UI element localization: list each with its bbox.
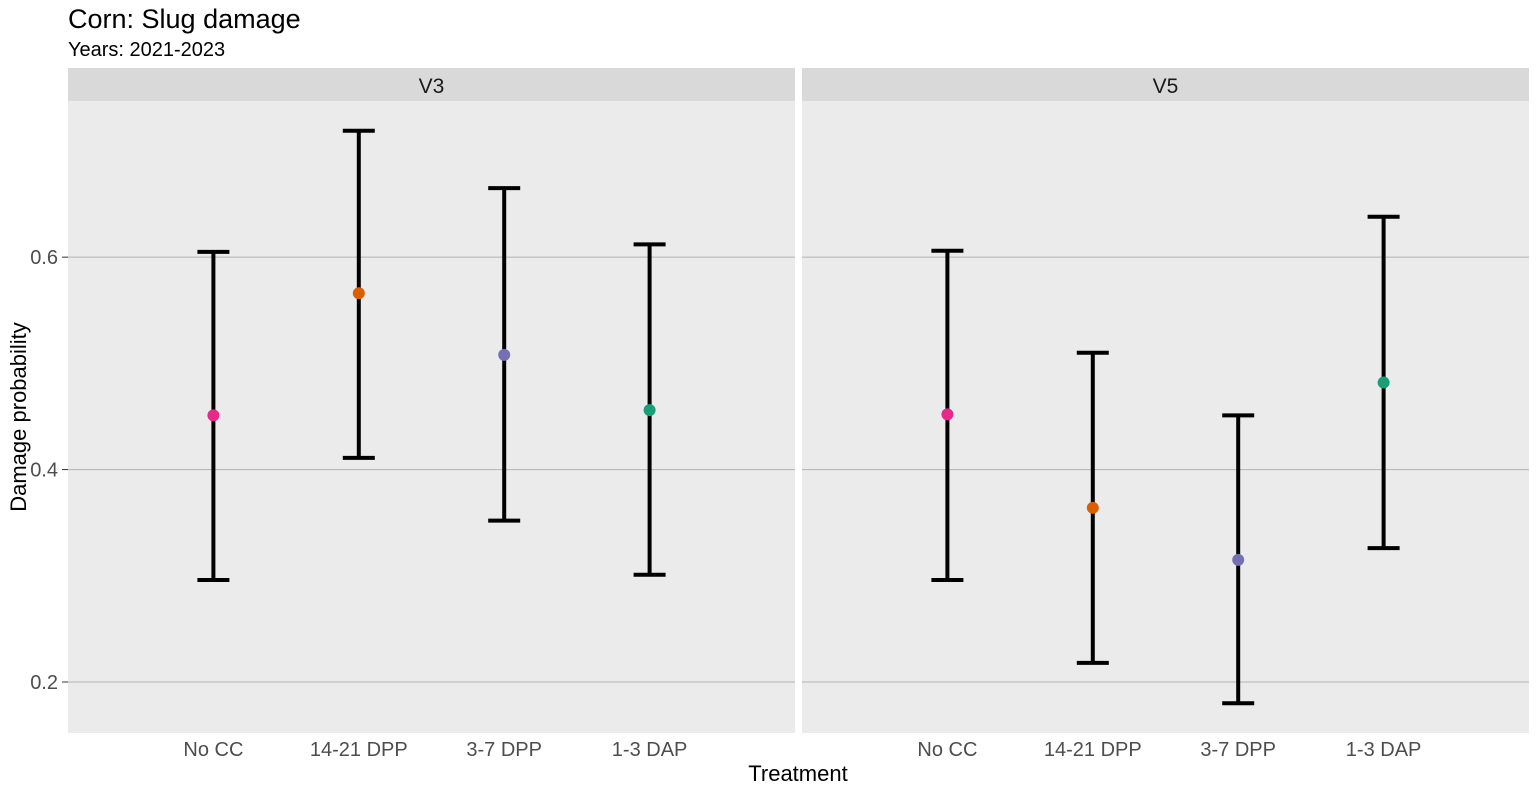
- chart-subtitle: Years: 2021-2023: [68, 39, 226, 61]
- data-point: [1232, 553, 1245, 566]
- facet-strip-label: V3: [419, 75, 445, 98]
- x-tick-label: No CC: [917, 739, 977, 761]
- facet-strip: [68, 68, 795, 101]
- panel-background: [802, 101, 1529, 733]
- facet-panel-v5: V5 No CC 14-21 DPP 3-7 DPP 1-3 DAP: [802, 68, 1529, 761]
- x-tick-label: 1-3 DAP: [1346, 739, 1422, 761]
- x-axis-title: Treatment: [748, 761, 847, 786]
- facet-panel-v3: V3 No CC 14-21 DPP 3-7 DPP 1-3 DAP: [68, 68, 795, 761]
- y-tick-label: 0.6: [30, 247, 58, 269]
- facet-strip: [802, 68, 1529, 101]
- chart-title: Corn: Slug damage: [68, 4, 301, 34]
- x-tick-label: 3-7 DPP: [1200, 739, 1276, 761]
- data-point: [207, 409, 220, 422]
- data-point: [1377, 376, 1390, 389]
- data-point: [1086, 501, 1099, 514]
- x-tick-label: No CC: [183, 739, 243, 761]
- x-tick-label: 14-21 DPP: [1044, 739, 1142, 761]
- data-point: [498, 348, 511, 361]
- x-tick-label: 3-7 DPP: [466, 739, 542, 761]
- data-point: [643, 404, 656, 417]
- data-point: [941, 408, 954, 421]
- data-point: [352, 287, 365, 300]
- x-tick-label: 1-3 DAP: [612, 739, 688, 761]
- y-tick-label: 0.4: [30, 460, 58, 482]
- x-tick-label: 14-21 DPP: [310, 739, 408, 761]
- facet-strip-label: V5: [1153, 75, 1179, 98]
- y-tick-label: 0.2: [30, 672, 58, 694]
- panel-background: [68, 101, 795, 733]
- y-axis-title: Damage probability: [6, 322, 31, 512]
